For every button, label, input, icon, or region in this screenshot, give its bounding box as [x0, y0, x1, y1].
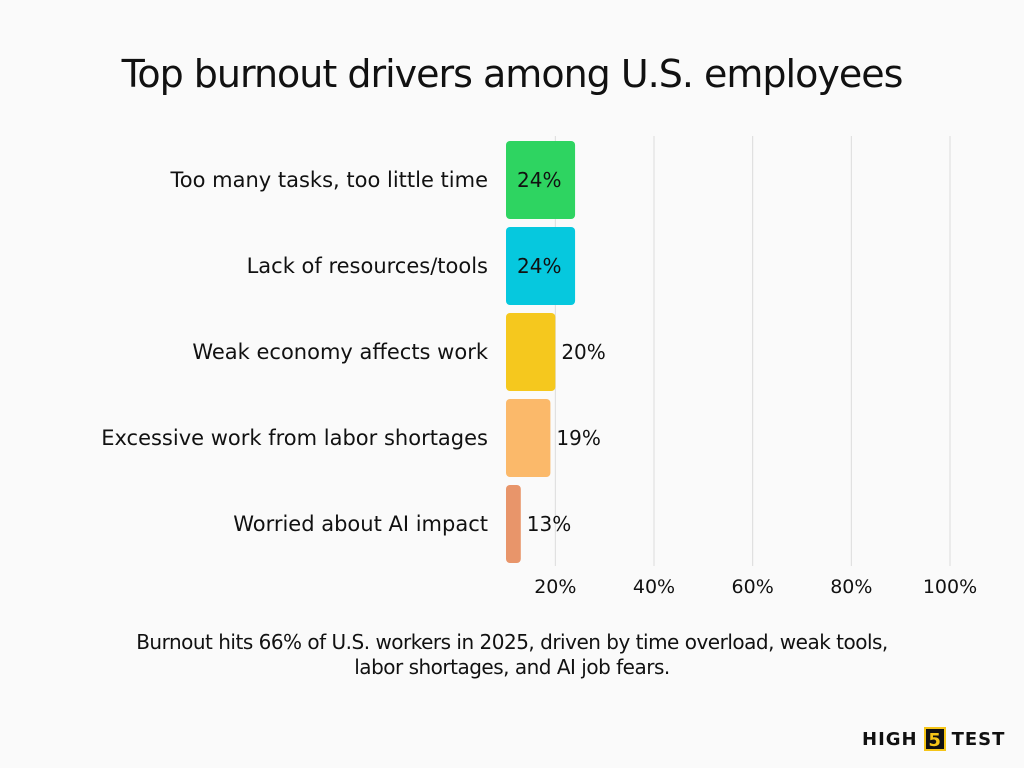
brand-number-badge: 5 — [923, 727, 946, 751]
value-label: 19% — [556, 426, 600, 450]
value-label: 24% — [517, 168, 561, 192]
brand-logo: HIGH 5 TEST — [862, 724, 1005, 754]
category-label: Weak economy affects work — [192, 340, 489, 364]
category-label: Worried about AI impact — [233, 512, 488, 536]
bar — [506, 485, 521, 563]
x-tick-label: 40% — [633, 576, 675, 598]
bar — [506, 141, 576, 219]
bars — [506, 141, 576, 563]
x-tick-label: 60% — [732, 576, 774, 598]
value-label: 13% — [527, 512, 571, 536]
value-label: 24% — [517, 254, 561, 278]
category-label: Too many tasks, too little time — [170, 168, 488, 192]
category-label: Excessive work from labor shortages — [101, 426, 488, 450]
gridlines — [554, 136, 951, 566]
bar — [506, 227, 576, 305]
value-label: 20% — [561, 340, 605, 364]
chart-title: Top burnout drivers among U.S. employees — [121, 52, 904, 96]
bar — [506, 399, 551, 477]
x-tick-label: 100% — [923, 576, 977, 598]
x-axis-ticks: 20% 40% 60% 80% 100% — [534, 576, 977, 598]
x-tick-label: 20% — [534, 576, 576, 598]
chart-caption: Burnout hits 66% of U.S. workers in 2025… — [136, 630, 888, 679]
brand-text-right: TEST — [951, 728, 1006, 750]
category-label: Lack of resources/tools — [247, 254, 488, 278]
category-labels: Too many tasks, too little time 24% Lack o… — [101, 168, 606, 536]
x-tick-label: 80% — [830, 576, 872, 598]
bar — [506, 313, 556, 391]
brand-text-left: HIGH — [862, 728, 918, 750]
